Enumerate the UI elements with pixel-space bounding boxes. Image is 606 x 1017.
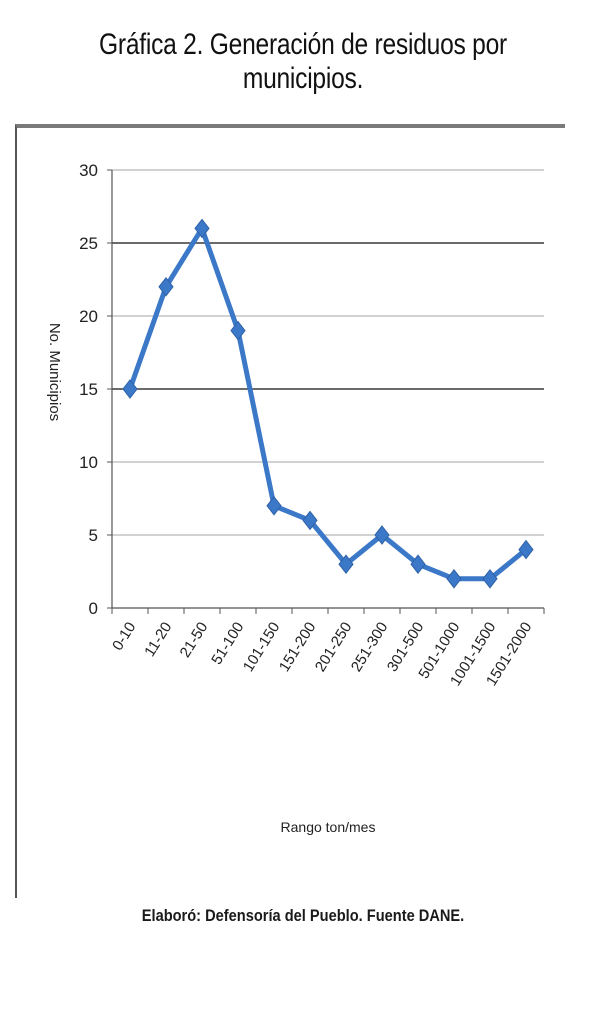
data-point (338, 554, 354, 575)
source-note: Elaboró: Defensoría del Pueblo. Fuente D… (141, 906, 465, 925)
data-point (266, 495, 282, 516)
y-tick-label: 5 (89, 526, 98, 545)
data-point (446, 568, 462, 589)
x-tick-label: 21-50 (177, 619, 212, 661)
data-point (158, 276, 174, 297)
y-tick-label: 30 (79, 161, 98, 180)
x-axis-label: Rango ton/mes (281, 819, 376, 835)
chart-frame (15, 124, 565, 898)
data-point (518, 539, 534, 560)
y-tick-label: 20 (79, 307, 98, 326)
data-point (410, 554, 426, 575)
data-point (194, 218, 210, 239)
y-tick-label: 25 (79, 234, 98, 253)
data-point (482, 568, 498, 589)
chart-title: Gráfica 2. Generación de residuos por mu… (99, 28, 507, 95)
x-tick-label: 51-100 (208, 619, 247, 668)
series-line (127, 225, 529, 582)
x-tick-label: 0-10 (109, 619, 139, 653)
y-tick-label: 10 (79, 453, 98, 472)
y-axis-label: No. Municipios (46, 323, 63, 421)
gridlines (112, 169, 544, 536)
data-point (302, 510, 318, 531)
y-tick-label: 0 (89, 599, 98, 618)
series-layer (122, 218, 534, 589)
data-point (230, 320, 246, 341)
x-tick-label: 11-20 (141, 619, 175, 660)
y-tick-label: 15 (79, 380, 98, 399)
data-point (374, 525, 390, 545)
data-point (122, 379, 138, 399)
axes (107, 169, 545, 614)
